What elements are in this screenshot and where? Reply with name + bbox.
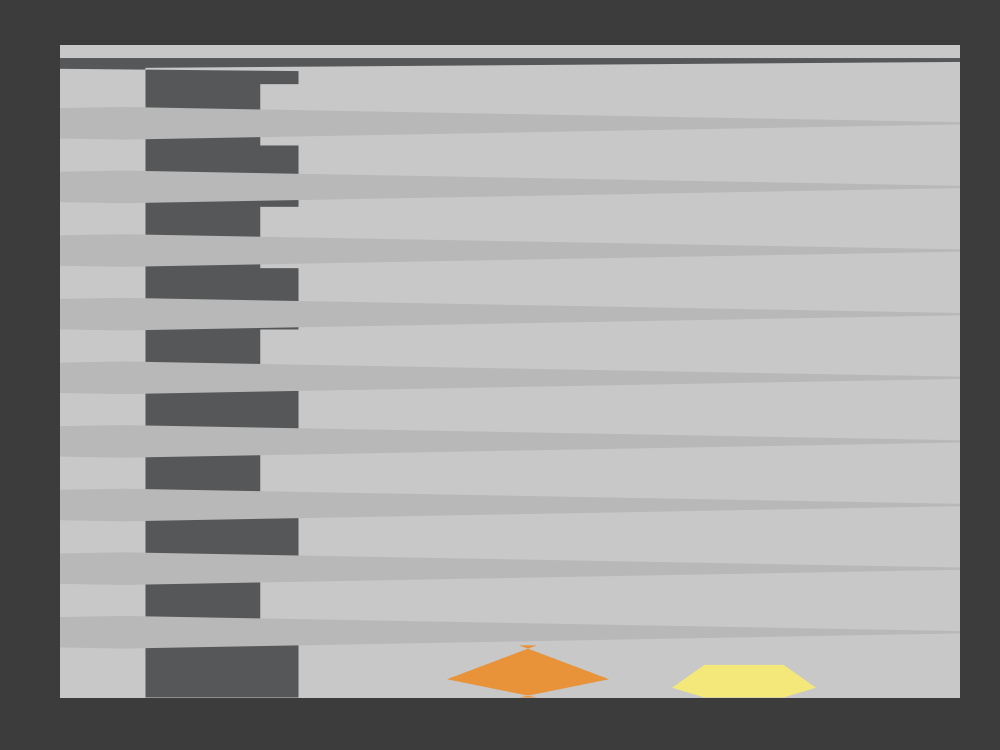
- Polygon shape: [672, 665, 816, 698]
- Polygon shape: [0, 234, 1000, 267]
- Polygon shape: [0, 552, 1000, 585]
- Polygon shape: [0, 425, 1000, 458]
- Polygon shape: [0, 58, 1000, 698]
- Polygon shape: [0, 616, 1000, 649]
- Polygon shape: [0, 170, 1000, 203]
- Polygon shape: [0, 362, 1000, 394]
- Polygon shape: [0, 489, 1000, 521]
- Polygon shape: [0, 298, 1000, 331]
- Polygon shape: [0, 107, 1000, 140]
- Polygon shape: [447, 645, 609, 698]
